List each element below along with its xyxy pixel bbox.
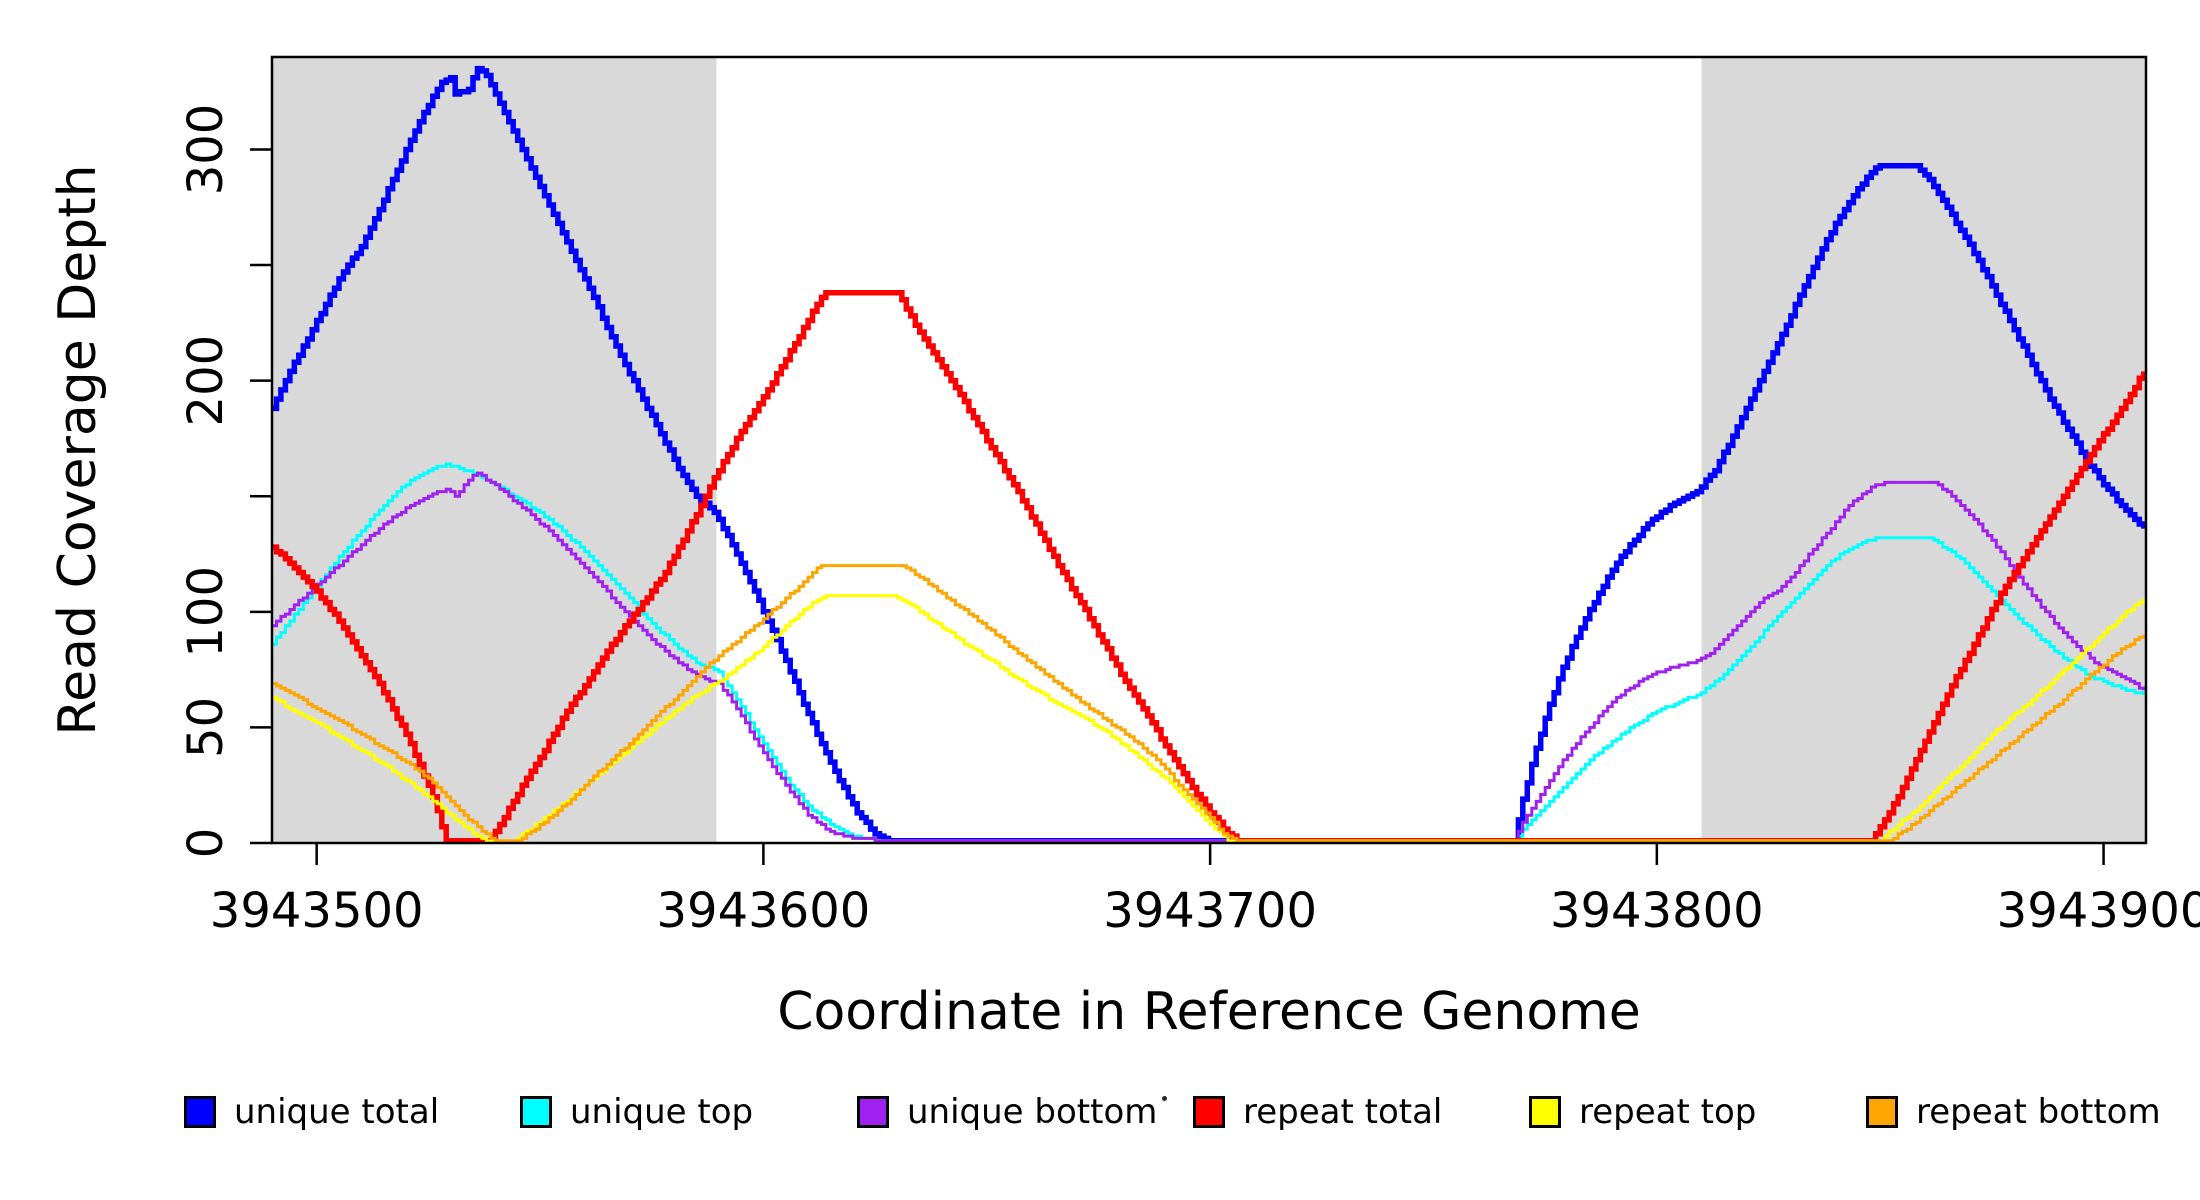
y-tick-label: 200 (178, 335, 234, 427)
legend-item-repeat-total: repeat total (1193, 1092, 1442, 1132)
series-repeat-total (272, 290, 2146, 843)
y-tick-label: 50 (178, 697, 234, 758)
y-tick-label: 300 (178, 104, 234, 196)
legend-label: repeat total (1243, 1092, 1443, 1132)
series-group (272, 65, 2146, 843)
legend-label: unique top (570, 1092, 754, 1132)
legend-swatch-repeat-bottom (1866, 1096, 1898, 1128)
y-tick-label: 0 (178, 828, 234, 859)
y-axis-title: Read Coverage Depth (48, 164, 108, 736)
legend-label: unique bottom (907, 1092, 1158, 1132)
legend-label: repeat top (1579, 1092, 1757, 1132)
legend-swatch-repeat-total (1193, 1096, 1225, 1128)
x-tick-label: 3943500 (210, 883, 424, 939)
y-tick-label: 100 (178, 566, 234, 658)
legend-item-unique-top: unique top (520, 1092, 753, 1132)
x-tick-label: 3943900 (1997, 883, 2200, 939)
series-unique-bottom (272, 471, 2146, 843)
legend-item-unique-total: unique total (184, 1092, 439, 1132)
series-repeat-bottom (272, 564, 2146, 843)
legend-swatch-unique-bottom (857, 1096, 889, 1128)
legend-item-repeat-top: repeat top (1529, 1092, 1756, 1132)
legend-item-unique-bottom: unique bottom (857, 1092, 1157, 1132)
legend-swatch-repeat-top (1529, 1096, 1561, 1128)
x-tick-label: 3943800 (1550, 883, 1764, 939)
shaded-repeat-region-2 (1701, 57, 2146, 843)
series-repeat-top (272, 594, 2146, 843)
x-axis-title: Coordinate in Reference Genome (777, 982, 1641, 1042)
x-tick-label: 3943700 (1103, 883, 1317, 939)
x-tick-label: 3943600 (657, 883, 871, 939)
legend-item-repeat-bottom: repeat bottom (1866, 1092, 2161, 1132)
legend-swatch-unique-top (520, 1096, 552, 1128)
legend-label: unique total (234, 1092, 440, 1132)
stray-mark (1162, 1096, 1167, 1101)
legend-swatch-unique-total (184, 1096, 216, 1128)
shaded-repeat-region-1 (272, 57, 717, 843)
legend-label: repeat bottom (1916, 1092, 2161, 1132)
